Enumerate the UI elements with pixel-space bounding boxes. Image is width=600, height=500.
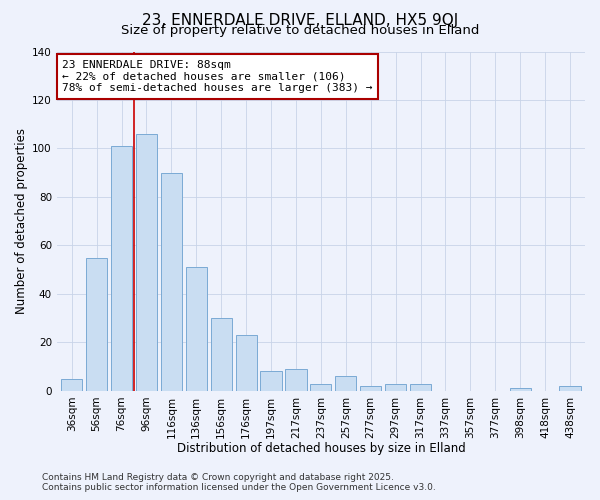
Bar — [335, 376, 356, 391]
Bar — [286, 369, 307, 391]
X-axis label: Distribution of detached houses by size in Elland: Distribution of detached houses by size … — [176, 442, 465, 455]
Text: Contains HM Land Registry data © Crown copyright and database right 2025.
Contai: Contains HM Land Registry data © Crown c… — [42, 473, 436, 492]
Bar — [86, 258, 107, 391]
Bar — [260, 372, 281, 391]
Text: Size of property relative to detached houses in Elland: Size of property relative to detached ho… — [121, 24, 479, 37]
Bar — [111, 146, 132, 391]
Bar — [161, 172, 182, 391]
Text: 23, ENNERDALE DRIVE, ELLAND, HX5 9QJ: 23, ENNERDALE DRIVE, ELLAND, HX5 9QJ — [142, 12, 458, 28]
Bar — [385, 384, 406, 391]
Bar — [559, 386, 581, 391]
Bar — [310, 384, 331, 391]
Bar — [136, 134, 157, 391]
Bar — [61, 378, 82, 391]
Text: 23 ENNERDALE DRIVE: 88sqm
← 22% of detached houses are smaller (106)
78% of semi: 23 ENNERDALE DRIVE: 88sqm ← 22% of detac… — [62, 60, 373, 93]
Bar — [236, 335, 257, 391]
Bar — [509, 388, 531, 391]
Y-axis label: Number of detached properties: Number of detached properties — [15, 128, 28, 314]
Bar — [360, 386, 382, 391]
Bar — [410, 384, 431, 391]
Bar — [186, 267, 207, 391]
Bar — [211, 318, 232, 391]
